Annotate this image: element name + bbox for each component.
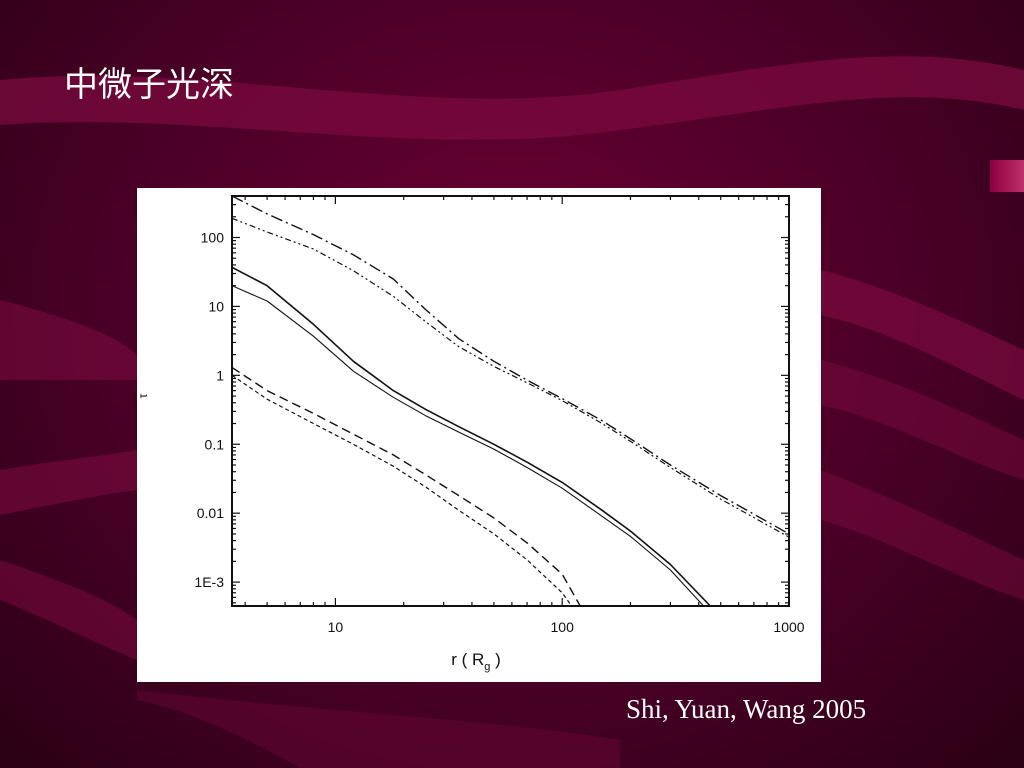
y-tick-label: 0.01 bbox=[197, 505, 224, 521]
y-tick-label: 100 bbox=[201, 229, 225, 245]
y-tick-label: 1 bbox=[216, 367, 224, 383]
plot-panel: 10 100 1000 100 10 1 0.1 0.01 1E-3 r ( Rg ) τ bbox=[137, 188, 821, 682]
optical-depth-chart: 10 100 1000 100 10 1 0.1 0.01 1E-3 r ( Rg ) τ bbox=[137, 195, 805, 673]
y-axis-label: τ bbox=[137, 393, 150, 398]
series-line-dashdot bbox=[232, 196, 789, 535]
x-axis-label-close: ) bbox=[490, 650, 500, 669]
y-tick-label: 0.1 bbox=[205, 436, 225, 452]
y-tick-label: 1E-3 bbox=[194, 574, 224, 590]
series-line-dotted bbox=[232, 374, 573, 606]
axis-layer: 10 100 1000 100 10 1 0.1 0.01 1E-3 bbox=[194, 195, 805, 635]
y-tick-label: 10 bbox=[208, 298, 224, 314]
series-group bbox=[232, 196, 789, 606]
series-line-thin-solid bbox=[232, 285, 705, 606]
series-line-dashdotdot bbox=[232, 217, 789, 538]
series-layer bbox=[232, 196, 789, 606]
series-line-solid bbox=[232, 266, 711, 606]
x-axis-label: r ( Rg ) bbox=[451, 650, 501, 673]
slide-title: 中微子光深 bbox=[64, 65, 234, 105]
x-tick-label: 1000 bbox=[773, 619, 804, 635]
series-line-dashed bbox=[232, 366, 581, 606]
x-tick-label: 100 bbox=[551, 619, 575, 635]
plot-frame bbox=[231, 195, 790, 607]
x-axis-label-main: r ( R bbox=[451, 650, 484, 669]
accent-tab bbox=[990, 160, 1024, 192]
x-axis-label-subscript: g bbox=[484, 661, 490, 673]
x-tick-label: 10 bbox=[328, 619, 344, 635]
citation: Shi, Yuan, Wang 2005 bbox=[626, 694, 867, 724]
